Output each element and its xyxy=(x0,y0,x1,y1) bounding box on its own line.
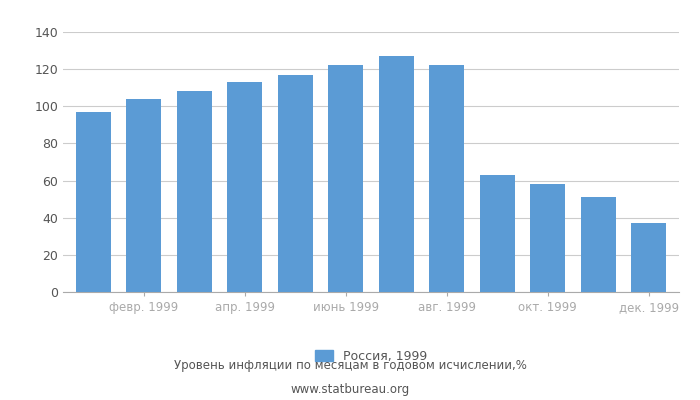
Bar xyxy=(429,66,464,292)
Bar xyxy=(530,184,566,292)
Bar xyxy=(580,197,616,292)
Bar xyxy=(480,175,515,292)
Bar xyxy=(278,75,313,292)
Bar xyxy=(126,99,162,292)
Bar xyxy=(328,66,363,292)
Bar xyxy=(227,82,262,292)
Bar xyxy=(176,92,212,292)
Bar xyxy=(379,56,414,292)
Text: Уровень инфляции по месяцам в годовом исчислении,%: Уровень инфляции по месяцам в годовом ис… xyxy=(174,360,526,372)
Legend: Россия, 1999: Россия, 1999 xyxy=(309,345,433,368)
Bar xyxy=(631,223,666,292)
Bar xyxy=(76,112,111,292)
Text: www.statbureau.org: www.statbureau.org xyxy=(290,384,410,396)
